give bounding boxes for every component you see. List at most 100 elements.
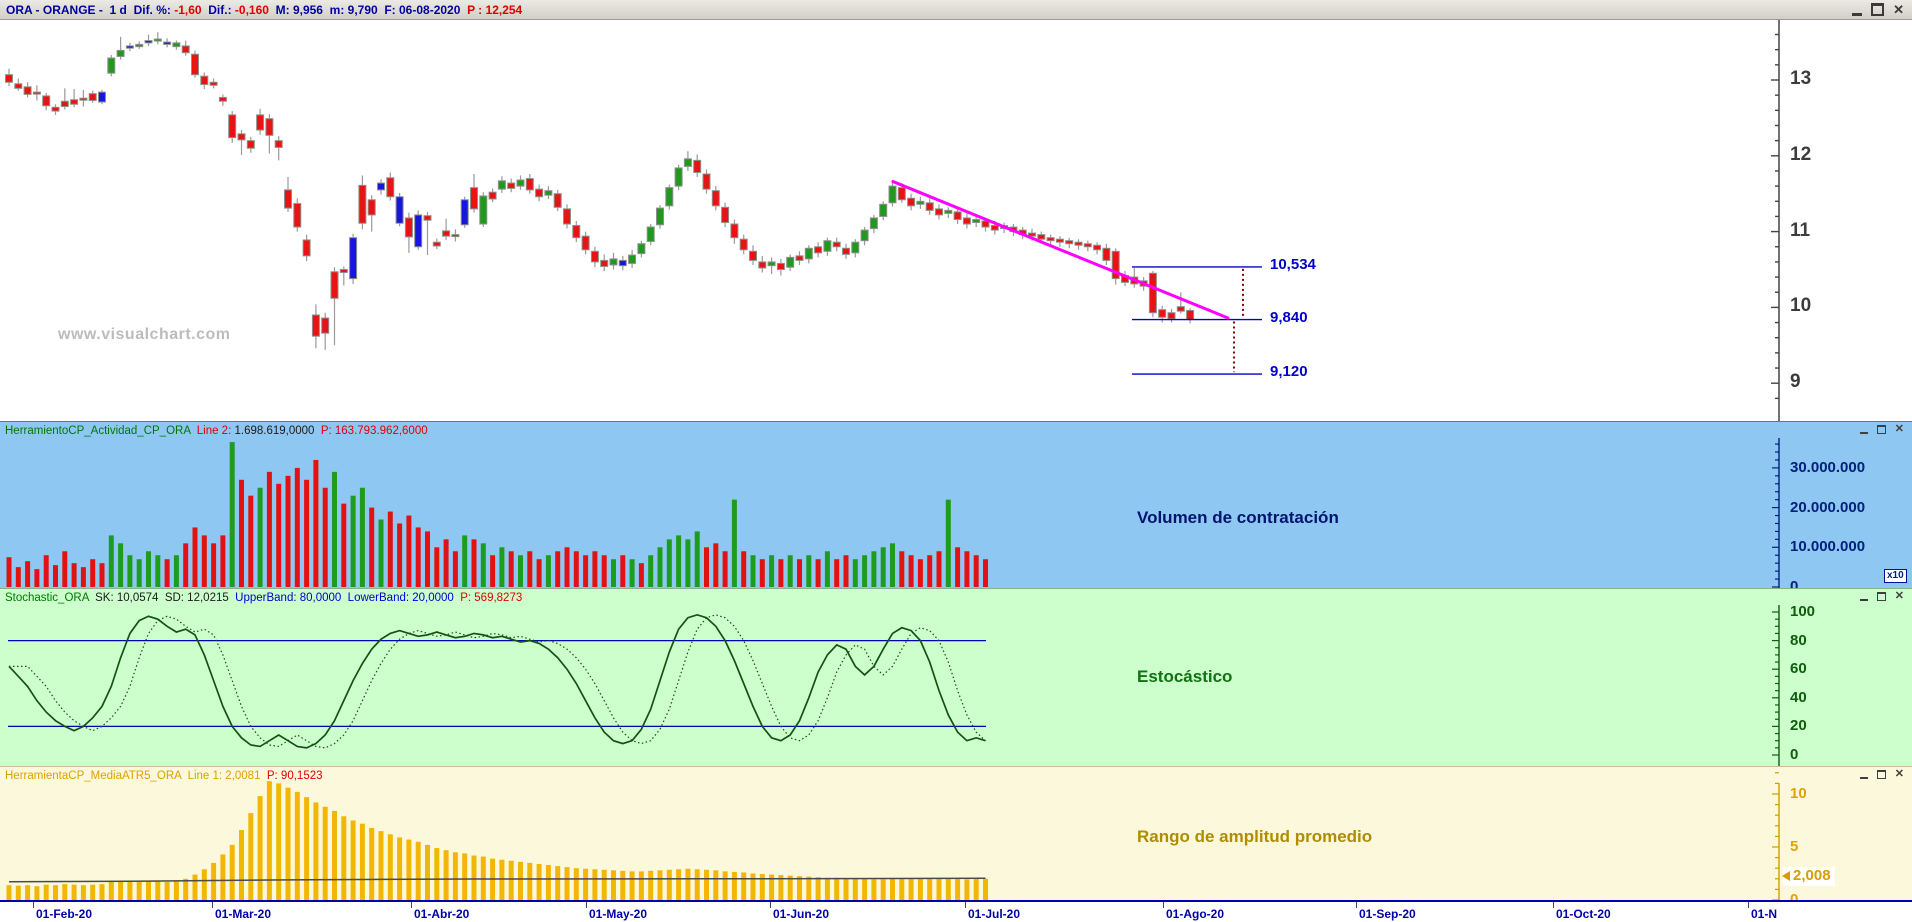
candle-body	[572, 225, 581, 239]
volume-bar	[527, 551, 533, 587]
candle-body	[516, 179, 525, 187]
volume-bar	[983, 559, 988, 587]
atr-bar	[573, 868, 579, 900]
atr-bar	[164, 881, 170, 900]
price-panel[interactable]: www.visualchart.com 13 12 11 10 9 10,534 9,840…	[0, 20, 1912, 421]
atr-bar	[787, 875, 793, 900]
atr-bar	[341, 816, 347, 900]
candle-body	[274, 140, 283, 148]
candle-body	[851, 241, 860, 254]
atr-bar	[136, 881, 142, 900]
price-axis-label: 10	[1790, 295, 1812, 317]
volume-bar	[387, 511, 393, 587]
candle-body	[897, 187, 906, 201]
atr-bar	[443, 850, 449, 900]
maximize-icon[interactable]	[1876, 592, 1886, 601]
volume-panel[interactable]: HerramientoCP_Actividad_CP_ORA Line 2: 1…	[0, 421, 1912, 588]
atr-bar	[694, 869, 700, 900]
candle-body	[302, 239, 311, 257]
candle-body	[609, 258, 618, 266]
volume-bar	[127, 555, 133, 587]
atr-bar	[397, 837, 403, 900]
candle-body	[544, 190, 553, 196]
close-icon[interactable]: ✕	[1894, 423, 1904, 435]
volume-chart[interactable]	[0, 422, 1912, 588]
candle-body	[1046, 237, 1055, 242]
atr-bar	[685, 868, 691, 900]
atr-panel[interactable]: HerramientaCP_MediaATR5_ORA Line 1: 2,00…	[0, 766, 1912, 900]
stochastic-chart[interactable]	[0, 589, 1912, 766]
candle-body	[739, 238, 748, 251]
volume-bar	[443, 539, 449, 587]
atr-chart[interactable]	[0, 767, 1912, 900]
candlestick-chart[interactable]	[0, 20, 1912, 421]
close-icon[interactable]: ✕	[1894, 768, 1904, 780]
level-label: 9,840	[1270, 308, 1308, 326]
atr-bar	[155, 881, 161, 900]
candle-body	[581, 235, 590, 251]
candle-body	[758, 261, 767, 269]
volume-bar	[676, 535, 682, 587]
volume-bar	[350, 495, 356, 587]
candle-body	[451, 234, 460, 238]
candle-body	[553, 193, 562, 208]
maximize-icon[interactable]	[1876, 770, 1886, 779]
volume-bar	[192, 527, 198, 587]
volume-bar	[973, 555, 979, 587]
month-tick	[965, 902, 966, 908]
atr-bar	[80, 885, 86, 900]
atr-bar	[248, 813, 254, 900]
time-axis[interactable]: 01-Feb-20 01-Mar-20 01-Abr-20 01-May-20 01-J…	[0, 900, 1912, 922]
candle-body	[1102, 247, 1111, 261]
maximize-icon[interactable]	[1876, 425, 1886, 434]
candle-body	[191, 53, 199, 76]
candle-body	[200, 75, 209, 86]
volume-header-segment: Line 2:	[190, 425, 235, 437]
atr-bar	[201, 869, 207, 900]
candle-body	[525, 178, 534, 191]
volume-bar	[518, 555, 523, 587]
date-label: 01-Sep-20	[1359, 907, 1416, 921]
maximize-icon[interactable]	[1871, 3, 1885, 16]
volume-bar	[471, 539, 477, 587]
minimize-icon[interactable]	[1859, 770, 1868, 779]
stochastic-axis-label: 60	[1790, 660, 1807, 678]
volume-bar	[945, 499, 951, 587]
atr-bar	[434, 848, 440, 900]
candle-body	[842, 247, 850, 255]
atr-bar	[229, 844, 235, 900]
date-label: 01-Jul-20	[968, 907, 1021, 921]
stochastic-panel[interactable]: Stochastic_ORA SK: 10,0574 SD: 12,0215 U…	[0, 588, 1912, 766]
minimize-icon[interactable]	[1859, 592, 1868, 601]
candle-body	[907, 197, 916, 207]
candle-body	[5, 74, 13, 83]
minimize-icon[interactable]	[1852, 4, 1863, 16]
atr-bar	[964, 879, 970, 900]
volume-bar	[666, 539, 672, 587]
candle-body	[144, 40, 153, 44]
candle-body	[535, 188, 544, 198]
candle-body	[321, 317, 330, 334]
candle-body	[497, 180, 506, 190]
volume-bar	[852, 559, 858, 587]
close-icon[interactable]: ✕	[1893, 2, 1904, 17]
close-icon[interactable]: ✕	[1894, 590, 1904, 602]
atr-bar	[862, 878, 868, 900]
atr-bar	[415, 841, 421, 900]
candle-body	[1176, 306, 1185, 312]
candle-body	[51, 106, 60, 112]
candle-body	[1186, 309, 1195, 321]
atr-bar	[731, 871, 737, 900]
minimize-icon[interactable]	[1859, 425, 1868, 434]
title-bar[interactable]: ORA - ORANGE - 1 d Dif. %: -1,60 Dif.: -…	[0, 0, 1912, 20]
volume-bar	[917, 559, 923, 587]
volume-bar	[90, 559, 96, 587]
candle-body	[14, 83, 23, 89]
atr-bar	[294, 791, 300, 900]
candle-body	[693, 159, 702, 173]
atr-bar	[43, 884, 49, 900]
candle-body	[665, 187, 674, 207]
candle-body	[228, 114, 237, 139]
volume-bar	[322, 487, 328, 587]
volume-bar	[685, 539, 691, 587]
